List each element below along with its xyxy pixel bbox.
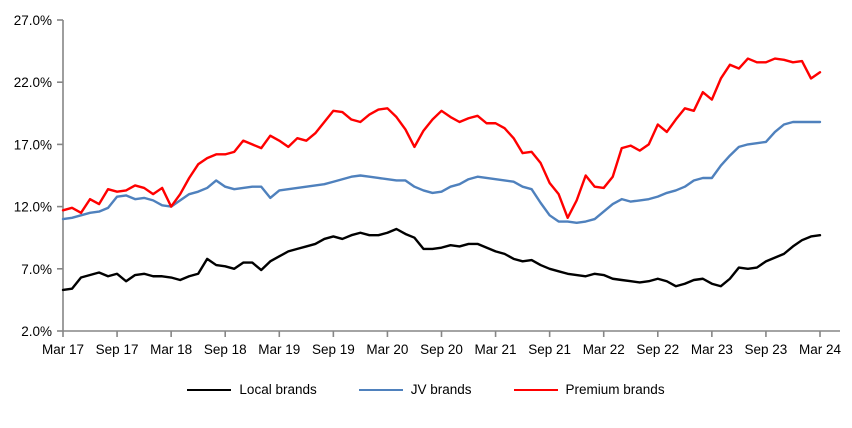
x-axis-tick-label: Sep 17 xyxy=(96,342,139,357)
series-line-local-brands xyxy=(61,227,822,292)
x-axis-tick-label: Sep 20 xyxy=(420,342,463,357)
y-axis-tick-label: 2.0% xyxy=(21,324,52,339)
y-axis-tick-label: 17.0% xyxy=(14,137,52,152)
y-axis-tick-label: 7.0% xyxy=(21,262,52,277)
x-axis-tick-label: Sep 18 xyxy=(204,342,247,357)
x-axis-tick-label: Mar 23 xyxy=(691,342,733,357)
legend-swatch-local-brands xyxy=(187,388,232,391)
x-axis-tick-label: Mar 24 xyxy=(799,342,842,357)
x-axis-tick-label: Sep 23 xyxy=(745,342,788,357)
x-axis-tick-label: Mar 20 xyxy=(366,342,408,357)
x-axis-tick-label: Mar 17 xyxy=(42,342,84,357)
x-axis-tick-label: Mar 18 xyxy=(150,342,192,357)
legend-label-jv-brands: JV brands xyxy=(410,382,472,397)
legend-swatch-premium-brands xyxy=(513,388,558,391)
legend-swatch-jv-brands xyxy=(358,388,403,391)
x-axis-tick-label: Sep 22 xyxy=(636,342,679,357)
x-axis-tick-label: Mar 19 xyxy=(258,342,300,357)
series-layer xyxy=(61,57,822,292)
legend-item-jv-brands[interactable]: JV brands xyxy=(358,382,472,397)
legend-item-local-brands[interactable]: Local brands xyxy=(187,382,317,397)
x-axis-tick-label: Mar 22 xyxy=(583,342,625,357)
y-axis-tick-label: 27.0% xyxy=(14,13,52,28)
x-axis-tick-label: Mar 21 xyxy=(475,342,517,357)
x-axis-ticks: Mar 17 Sep 17 Mar 18 Sep 18 Mar 19 Sep 19 Mar … xyxy=(42,331,842,357)
legend-item-premium-brands[interactable]: Premium brands xyxy=(513,382,665,397)
y-axis: 2.0% 7.0% 12.0% 17.0% 22.0% 27.0% xyxy=(14,13,64,339)
chart-legend: Local brands JV brands Premium brands xyxy=(0,382,852,397)
x-axis-tick-label: Sep 21 xyxy=(528,342,571,357)
legend-label-local-brands: Local brands xyxy=(239,382,317,397)
legend-label-premium-brands: Premium brands xyxy=(565,382,665,397)
series-line-jv-brands xyxy=(61,120,822,224)
y-axis-tick-label: 22.0% xyxy=(14,75,52,90)
y-axis-tick-label: 12.0% xyxy=(14,200,52,215)
x-axis-tick-label: Sep 19 xyxy=(312,342,355,357)
x-axis: Mar 17 Sep 17 Mar 18 Sep 18 Mar 19 Sep 19 Mar … xyxy=(42,330,842,357)
y-axis-ticks: 2.0% 7.0% 12.0% 17.0% 22.0% 27.0% xyxy=(14,13,63,339)
series-line-premium-brands xyxy=(61,57,822,220)
